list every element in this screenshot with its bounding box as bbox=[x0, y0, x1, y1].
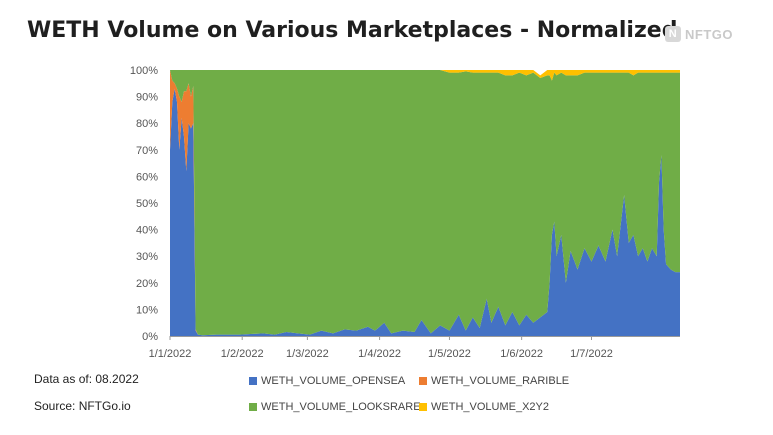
source-note: Source: NFTGo.io bbox=[34, 399, 131, 413]
y-tick-label: 30% bbox=[136, 251, 158, 263]
y-tick-label: 20% bbox=[136, 278, 158, 290]
legend-swatch bbox=[249, 403, 257, 411]
legend-label: WETH_VOLUME_X2Y2 bbox=[431, 401, 549, 413]
series-area-weth-volume-opensea bbox=[170, 88, 680, 337]
y-tick-label: 70% bbox=[136, 145, 158, 157]
series-area-weth-volume-looksrare bbox=[170, 70, 680, 336]
x-tick-label: 1/2/2022 bbox=[221, 348, 264, 360]
y-tick-label: 80% bbox=[136, 118, 158, 130]
y-tick-label: 50% bbox=[136, 198, 158, 210]
legend-item: WETH_VOLUME_X2Y2 bbox=[419, 401, 549, 413]
x-tick-label: 1/3/2022 bbox=[286, 348, 329, 360]
chart-title: WETH Volume on Various Marketplaces - No… bbox=[27, 18, 678, 43]
y-tick-label: 0% bbox=[142, 331, 158, 343]
y-tick-label: 90% bbox=[136, 92, 158, 104]
data-as-of-note: Data as of: 08.2022 bbox=[34, 372, 139, 386]
legend-item: WETH_VOLUME_LOOKSRARE bbox=[249, 401, 421, 413]
y-tick-label: 40% bbox=[136, 225, 158, 237]
legend-item: WETH_VOLUME_OPENSEA bbox=[249, 375, 405, 387]
series-area-weth-volume-x2y2 bbox=[170, 70, 680, 81]
y-tick-label: 100% bbox=[130, 65, 158, 77]
x-tick-label: 1/1/2022 bbox=[149, 348, 192, 360]
x-tick-label: 1/5/2022 bbox=[428, 348, 471, 360]
nftgo-logo-icon: N bbox=[665, 26, 681, 42]
legend-label: WETH_VOLUME_LOOKSRARE bbox=[261, 401, 421, 413]
x-tick-label: 1/6/2022 bbox=[500, 348, 543, 360]
brand-watermark: N NFTGO bbox=[665, 26, 733, 42]
y-tick-label: 60% bbox=[136, 171, 158, 183]
y-tick-label: 10% bbox=[136, 304, 158, 316]
legend-label: WETH_VOLUME_RARIBLE bbox=[431, 375, 570, 387]
brand-name: NFTGO bbox=[685, 26, 733, 42]
x-tick-label: 1/4/2022 bbox=[358, 348, 401, 360]
legend-swatch bbox=[419, 377, 427, 385]
x-tick-label: 1/7/2022 bbox=[570, 348, 613, 360]
legend-item: WETH_VOLUME_RARIBLE bbox=[419, 375, 569, 387]
legend-swatch bbox=[249, 377, 257, 385]
legend-swatch bbox=[419, 403, 427, 411]
legend-label: WETH_VOLUME_OPENSEA bbox=[261, 375, 406, 387]
